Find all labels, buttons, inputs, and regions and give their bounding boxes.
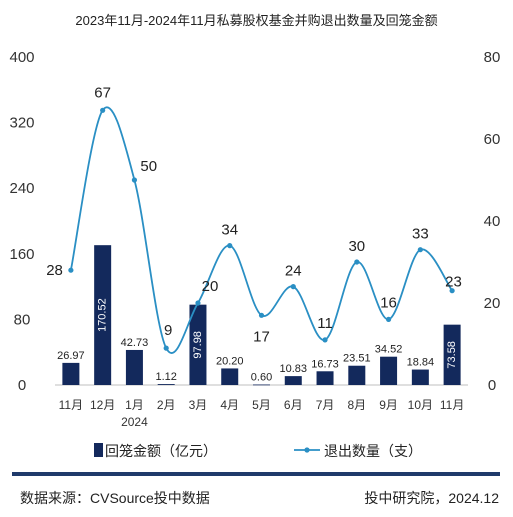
line-value-label: 9 bbox=[164, 322, 172, 339]
line-point bbox=[227, 243, 233, 249]
line-series bbox=[68, 106, 455, 354]
line-value-label: 30 bbox=[348, 238, 365, 255]
category-label: 12月 bbox=[90, 398, 115, 412]
bar-value-label: 10.83 bbox=[280, 363, 308, 375]
bar bbox=[125, 349, 143, 385]
bar-value-label: 0.60 bbox=[251, 372, 272, 384]
category-label: 8月 bbox=[347, 398, 366, 412]
left-tick-label: 0 bbox=[18, 377, 26, 394]
line-value-label: 28 bbox=[46, 262, 63, 279]
line-value-label: 23 bbox=[445, 274, 462, 291]
line-value-label: 34 bbox=[221, 222, 238, 239]
legend-line-label: 退出数量（支） bbox=[324, 443, 422, 459]
bar bbox=[221, 368, 239, 385]
bar-value-label: 73.58 bbox=[446, 341, 458, 369]
right-tick-label: 0 bbox=[488, 377, 496, 394]
bar bbox=[443, 324, 461, 385]
category-label: 1月 bbox=[125, 398, 144, 412]
left-tick-label: 320 bbox=[9, 115, 34, 132]
category-label: 7月 bbox=[316, 398, 335, 412]
category-label: 10月 bbox=[408, 398, 433, 412]
line-value-label: 67 bbox=[94, 84, 111, 101]
line-point bbox=[195, 300, 201, 306]
line-point bbox=[449, 288, 455, 294]
chart-svg: 0 80 160 240 320 400 0 20 40 60 80 26.97 170.52 42.… bbox=[9, 49, 501, 459]
bar-value-label: 170.52 bbox=[97, 298, 109, 332]
bar-value-label: 42.73 bbox=[121, 337, 149, 349]
line-point bbox=[68, 267, 74, 273]
line-point bbox=[131, 177, 138, 183]
line-value-label: 50 bbox=[140, 158, 157, 175]
line-value-label: 11 bbox=[317, 315, 333, 332]
credit-note: 投中研究院，2024.12 bbox=[364, 490, 499, 506]
bar bbox=[411, 369, 429, 385]
line-point bbox=[354, 259, 360, 265]
left-tick-label: 240 bbox=[9, 180, 34, 197]
line-value-label: 33 bbox=[412, 226, 429, 243]
bar-series bbox=[62, 245, 461, 386]
right-axis-ticks: 0 20 40 60 80 bbox=[484, 49, 501, 394]
category-label: 11月 bbox=[59, 398, 83, 412]
bar-value-label: 20.20 bbox=[216, 355, 244, 367]
line-point bbox=[322, 337, 328, 343]
category-ticks: 11月 12月 1月 2月 3月 4月 5月 6月 7月 8月 9月 10月 11月 2024 bbox=[59, 398, 465, 429]
bar bbox=[316, 371, 334, 385]
legend: 回笼金额（亿元） 退出数量（支） bbox=[94, 443, 422, 459]
category-label: 11月 bbox=[440, 398, 464, 412]
category-label: 2月 bbox=[157, 398, 176, 412]
line-point bbox=[100, 107, 106, 113]
right-tick-label: 60 bbox=[484, 131, 501, 148]
line-labels: 28 67 50 9 20 34 17 24 11 30 16 33 23 bbox=[46, 84, 462, 345]
category-label: 3月 bbox=[189, 398, 208, 412]
left-tick-label: 160 bbox=[9, 246, 34, 263]
line-path bbox=[70, 106, 453, 354]
year-label: 2024 bbox=[121, 415, 148, 429]
line-value-label: 17 bbox=[253, 328, 270, 345]
bar-value-label: 18.84 bbox=[407, 357, 435, 369]
bar-value-label: 34.52 bbox=[375, 344, 403, 356]
right-tick-label: 20 bbox=[484, 295, 501, 312]
right-tick-label: 40 bbox=[484, 213, 501, 230]
right-tick-label: 80 bbox=[484, 49, 501, 66]
left-tick-label: 80 bbox=[14, 311, 31, 328]
line-point bbox=[163, 345, 169, 351]
category-label: 5月 bbox=[252, 398, 271, 412]
bar-value-label: 16.73 bbox=[311, 358, 339, 370]
bar bbox=[253, 384, 270, 386]
bar-value-label: 1.12 bbox=[155, 371, 176, 383]
legend-bar-swatch bbox=[94, 443, 103, 457]
line-point bbox=[258, 312, 265, 318]
source-note: 数据来源：CVSource投中数据 bbox=[20, 490, 210, 506]
line-value-label: 20 bbox=[202, 278, 219, 295]
bar-value-label: 26.97 bbox=[57, 350, 85, 362]
line-value-label: 24 bbox=[285, 263, 302, 280]
legend-bar-label: 回笼金额（亿元） bbox=[105, 443, 217, 459]
bar bbox=[284, 376, 302, 385]
line-point bbox=[385, 316, 392, 322]
category-label: 9月 bbox=[379, 398, 398, 412]
chart-title: 2023年11月-2024年11月私募股权基金并购退出数量及回笼金额 bbox=[75, 13, 438, 28]
category-label: 6月 bbox=[284, 398, 303, 412]
footer-rule bbox=[12, 472, 500, 476]
left-tick-label: 400 bbox=[9, 49, 34, 66]
bar bbox=[62, 362, 80, 385]
bar bbox=[348, 365, 366, 385]
bar bbox=[157, 384, 175, 385]
legend-line-marker bbox=[304, 447, 310, 453]
bar bbox=[94, 245, 112, 385]
bar-value-label: 23.51 bbox=[343, 353, 371, 365]
line-point bbox=[290, 284, 296, 290]
line-value-label: 16 bbox=[380, 294, 397, 311]
left-axis-ticks: 0 80 160 240 320 400 bbox=[9, 49, 34, 394]
line-point bbox=[417, 247, 423, 253]
bar bbox=[189, 304, 207, 385]
bar bbox=[380, 356, 398, 385]
category-label: 4月 bbox=[220, 398, 239, 412]
bar-value-label: 97.98 bbox=[192, 331, 204, 359]
